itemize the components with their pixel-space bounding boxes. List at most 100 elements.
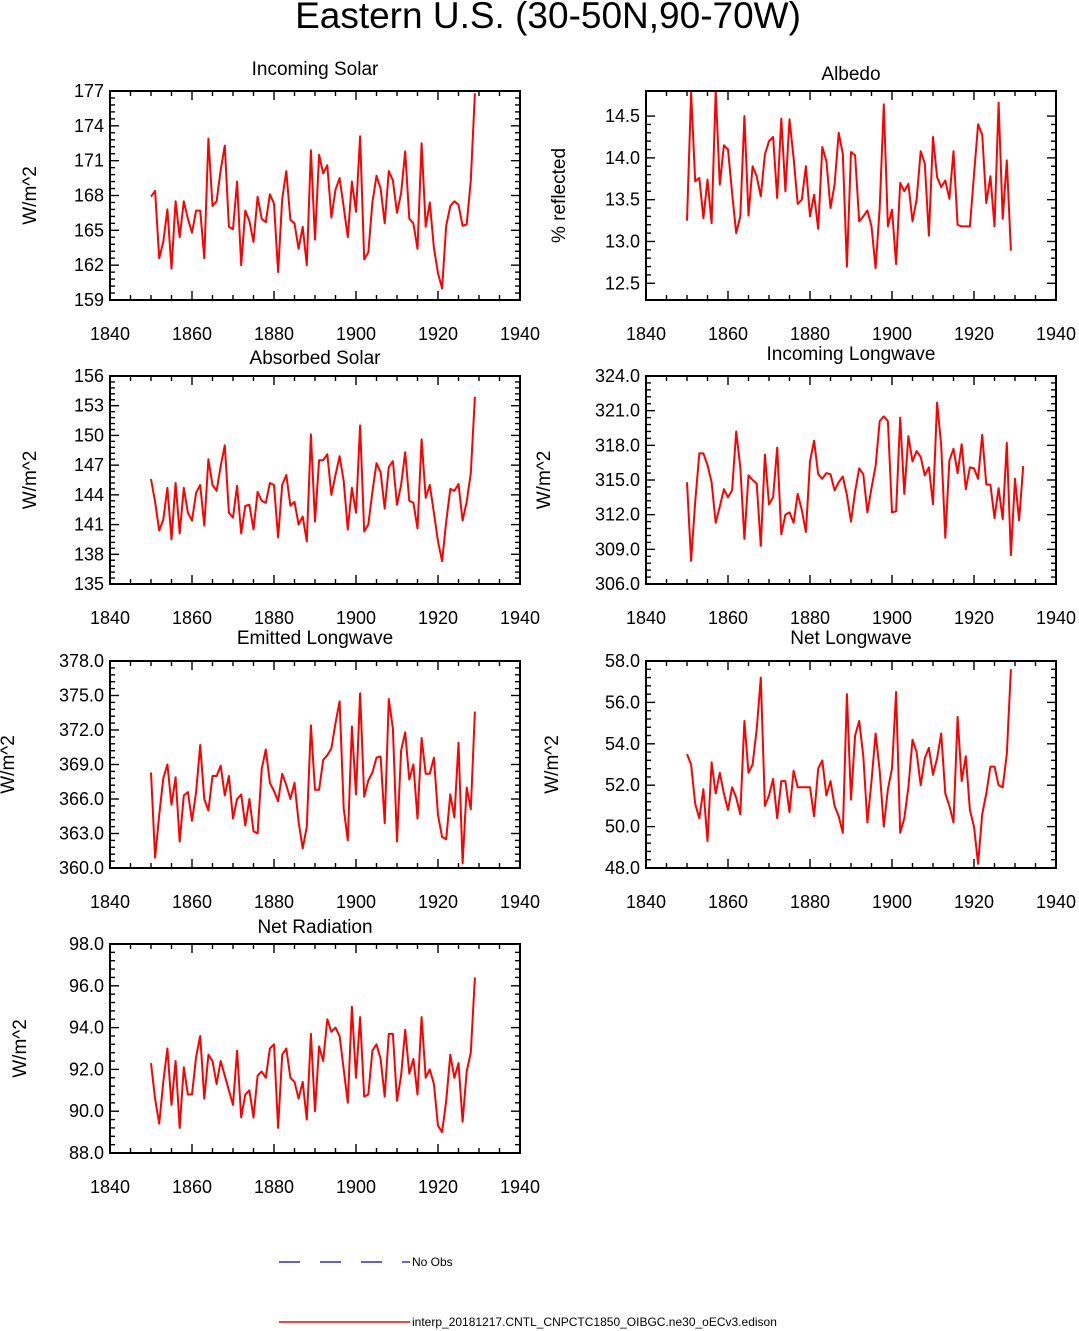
x-tick-label: 1840	[626, 324, 666, 344]
y-tick-label: 162	[74, 255, 104, 275]
x-tick-label: 1840	[626, 608, 666, 628]
y-tick-label: 98.0	[69, 934, 104, 954]
y-axis-label: W/m^2	[10, 1019, 31, 1078]
y-tick-label: 96.0	[69, 976, 104, 996]
y-tick-label: 309.0	[595, 539, 640, 559]
y-tick-label: 372.0	[59, 720, 104, 740]
x-tick-label: 1900	[872, 608, 912, 628]
x-tick-label: 1860	[172, 608, 212, 628]
x-tick-label: 1940	[500, 608, 540, 628]
panel-5: Net Longwave W/m^2 1840 1860 1880 1900 1920 194…	[542, 628, 1076, 912]
y-tick-label: 138	[74, 544, 104, 564]
y-tick-label: 92.0	[69, 1059, 104, 1079]
y-tick-label: 153	[74, 396, 104, 416]
panel-title: Albedo	[821, 64, 880, 85]
x-tick-label: 1920	[418, 608, 458, 628]
plot-frame	[645, 90, 1057, 301]
x-tick-label: 1920	[418, 324, 458, 344]
y-tick-label: 312.0	[595, 505, 640, 525]
x-tick-label: 1900	[336, 892, 376, 912]
x-tick-label: 1880	[254, 892, 294, 912]
y-tick-label: 50.0	[605, 817, 640, 837]
x-tick-label: 1900	[336, 608, 376, 628]
x-tick-label: 1900	[336, 324, 376, 344]
y-tick-label: 168	[74, 186, 104, 206]
y-tick-label: 375.0	[59, 686, 104, 706]
x-tick-label: 1860	[708, 892, 748, 912]
series-line	[150, 692, 476, 865]
x-tick-label: 1860	[708, 608, 748, 628]
panel-title: Absorbed Solar	[250, 348, 382, 369]
y-axis-label: W/m^2	[534, 451, 555, 510]
y-tick-label: 315.0	[595, 470, 640, 490]
y-tick-label: 165	[74, 220, 104, 240]
x-tick-label: 1940	[1036, 608, 1076, 628]
panel-title: Emitted Longwave	[237, 628, 393, 649]
y-tick-label: 94.0	[69, 1018, 104, 1038]
x-tick-label: 1860	[172, 1177, 212, 1197]
series-line	[150, 977, 476, 1134]
x-tick-label: 1900	[872, 892, 912, 912]
y-tick-label: 58.0	[605, 651, 640, 671]
y-tick-label: 150	[74, 425, 104, 445]
x-tick-label: 1900	[336, 1177, 376, 1197]
y-tick-label: 13.5	[605, 190, 640, 210]
x-tick-label: 1940	[500, 324, 540, 344]
x-tick-label: 1880	[254, 608, 294, 628]
y-tick-label: 54.0	[605, 734, 640, 754]
series-line	[686, 669, 1012, 865]
x-tick-label: 1920	[418, 892, 458, 912]
y-tick-label: 324.0	[595, 366, 640, 386]
x-tick-label: 1840	[90, 324, 130, 344]
x-tick-label: 1920	[954, 892, 994, 912]
x-tick-label: 1880	[790, 324, 830, 344]
y-tick-label: 88.0	[69, 1143, 104, 1163]
y-axis-label: % reflected	[549, 148, 570, 243]
y-tick-label: 318.0	[595, 435, 640, 455]
x-tick-label: 1840	[90, 608, 130, 628]
x-tick-label: 1940	[1036, 324, 1076, 344]
x-tick-label: 1840	[90, 892, 130, 912]
plot-frame	[109, 90, 521, 301]
y-tick-label: 177	[74, 81, 104, 101]
y-tick-label: 12.5	[605, 273, 640, 293]
x-tick-label: 1880	[790, 892, 830, 912]
panel-2: Absorbed Solar W/m^2 1840 1860 1880 1900 1920 1…	[20, 348, 540, 628]
legend-model-label: interp_20181217.CNTL_CNPCTC1850_OIBGC.ne…	[412, 1315, 777, 1329]
panel-title: Net Longwave	[790, 628, 911, 649]
y-axis-label: W/m^2	[542, 735, 563, 794]
plot-frame	[645, 660, 1057, 869]
x-tick-label: 1940	[500, 892, 540, 912]
x-tick-label: 1880	[254, 1177, 294, 1197]
panel-4: Emitted Longwave W/m^2 1840 1860 1880 1900 192…	[0, 628, 540, 912]
plot-frame	[109, 375, 521, 585]
legend-obs-label: No Obs	[412, 1255, 453, 1269]
x-tick-label: 1940	[1036, 892, 1076, 912]
y-axis-label: W/m^2	[20, 166, 41, 225]
x-tick-label: 1840	[626, 892, 666, 912]
panels: Incoming Solar W/m^2 1840 1860 1880 1900 1920 1…	[0, 59, 1076, 1197]
plot-frame	[645, 375, 1057, 585]
panel-6: Net Radiation W/m^2 1840 1860 1880 1900 1920 19…	[10, 917, 540, 1197]
y-tick-label: 52.0	[605, 775, 640, 795]
x-tick-label: 1920	[954, 608, 994, 628]
figure-title: Eastern U.S. (30-50N,90-70W)	[295, 0, 801, 36]
x-tick-label: 1940	[500, 1177, 540, 1197]
y-tick-label: 159	[74, 290, 104, 310]
plot-frame	[109, 660, 521, 869]
y-tick-label: 14.0	[605, 148, 640, 168]
panel-title: Incoming Solar	[252, 59, 379, 80]
x-tick-label: 1900	[872, 324, 912, 344]
x-tick-label: 1920	[954, 324, 994, 344]
y-tick-label: 56.0	[605, 692, 640, 712]
y-tick-label: 369.0	[59, 755, 104, 775]
y-tick-label: 48.0	[605, 858, 640, 878]
x-tick-label: 1860	[708, 324, 748, 344]
y-axis-label: W/m^2	[0, 735, 19, 794]
y-tick-label: 321.0	[595, 401, 640, 421]
legend: No Obs interp_20181217.CNTL_CNPCTC1850_O…	[279, 1255, 777, 1329]
y-tick-label: 171	[74, 151, 104, 171]
series-line	[686, 401, 1025, 562]
x-tick-label: 1860	[172, 324, 212, 344]
